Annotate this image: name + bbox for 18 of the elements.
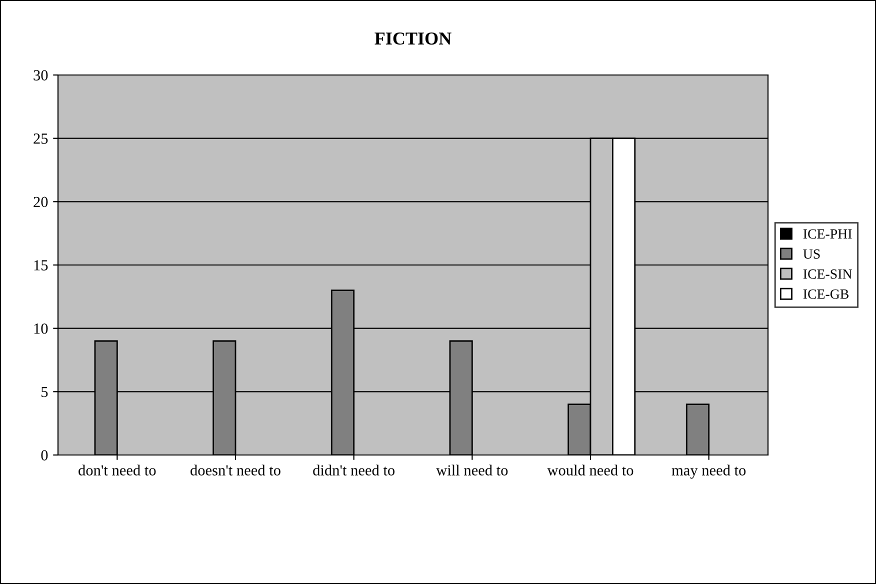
y-tick-label: 15 [34, 260, 48, 270]
y-tick-label: 20 [34, 196, 48, 208]
y-tick-label: 5 [42, 386, 48, 398]
x-tick-label: would need to [547, 464, 634, 476]
legend-label: ICE-PHI [803, 229, 852, 239]
x-tick-label: will need to [436, 464, 508, 476]
y-tick-label: 10 [34, 323, 48, 334]
x-tick-label: didn't need to [313, 464, 395, 476]
chart-title: FICTION [374, 32, 452, 45]
legend-label: ICE-GB [803, 289, 848, 299]
legend-label: ICE-SIN [803, 269, 852, 279]
y-tick-label: 0 [41, 450, 48, 460]
x-tick-label: don't need to [78, 464, 156, 476]
x-tick-label: doesn't need to [190, 464, 280, 476]
y-tick-label: 30 [34, 70, 48, 80]
x-tick-label: may need to [672, 464, 746, 479]
y-tick-label: 25 [34, 134, 48, 144]
legend-label: US [803, 249, 820, 259]
